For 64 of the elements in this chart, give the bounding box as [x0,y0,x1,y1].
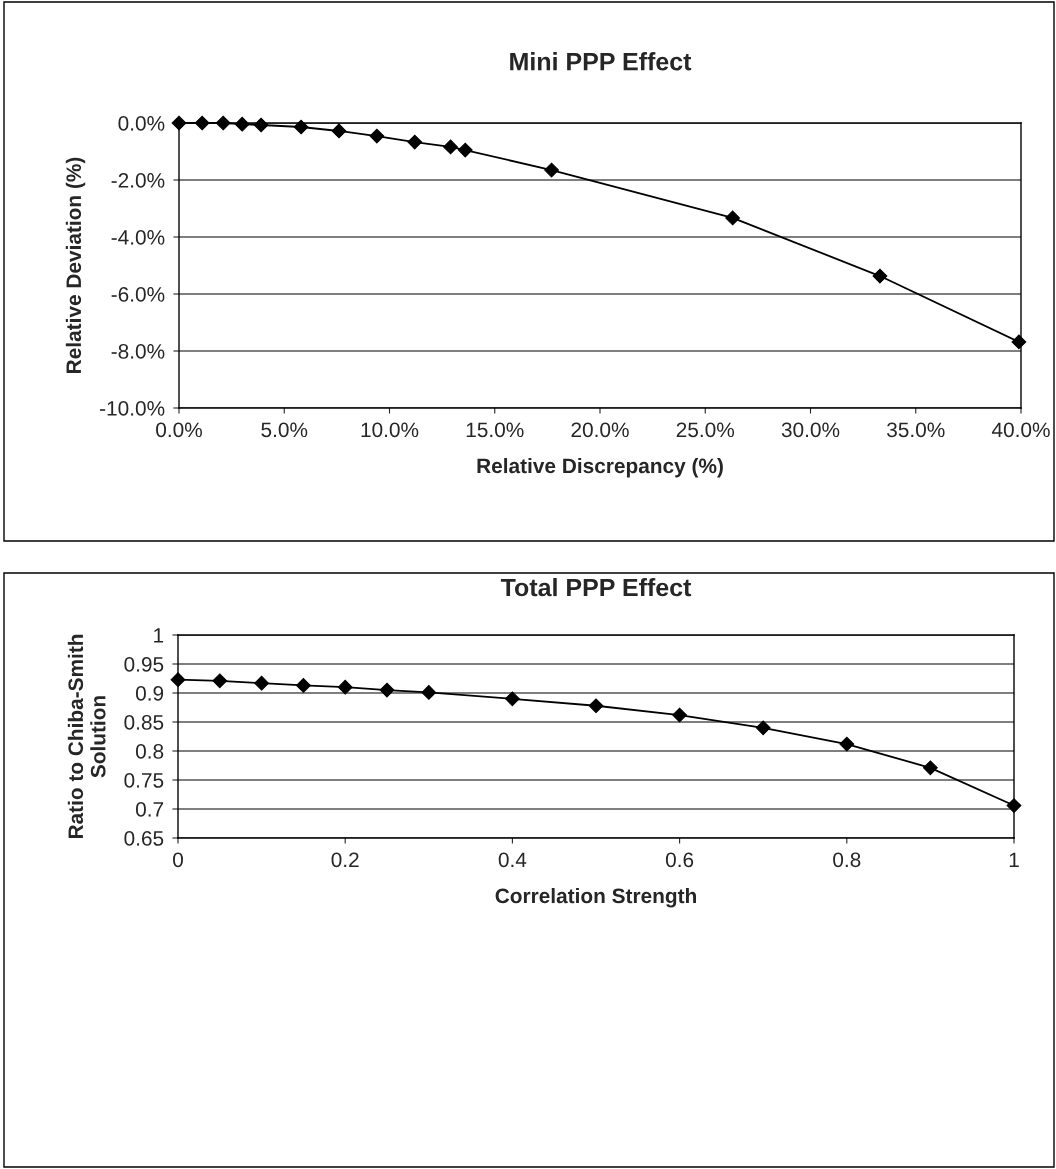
y-tick-label: 0.85 [124,715,164,730]
point [234,116,250,132]
x-tick-label: 35.0% [887,422,945,438]
point [588,698,604,714]
point [215,115,231,131]
point [505,691,520,707]
point [369,128,385,144]
point [672,707,687,723]
x-tick-label: 0.4 [498,852,527,868]
x-tick-label: 10.0% [361,422,419,438]
y-tick-label: 0.8 [135,744,164,759]
point [293,119,309,135]
x-tick-label: 0.8 [833,852,861,868]
x-tick-label: 0 [173,852,183,868]
point [253,117,269,133]
x-tick-label: 0.2 [331,852,359,868]
point [254,675,269,691]
point [923,760,938,776]
y-tick-label: 0.75 [124,773,164,788]
y-tick-label: 0.0% [118,116,165,131]
point [379,682,395,698]
chart-title: Total PPP Effect [500,577,692,597]
point [296,678,311,693]
point [725,210,741,226]
x-tick-label: 15.0% [466,422,524,438]
point [194,115,210,131]
point [1011,334,1027,350]
point [872,268,888,284]
y-tick-label: -6.0% [111,287,165,302]
x-axis-title: Relative Discrepancy (%) [477,457,723,478]
point [331,123,347,139]
point [457,142,473,158]
point [544,162,559,178]
x-tick-label: 30.0% [781,422,840,438]
y-tick-label: -4.0% [111,230,165,245]
point [337,679,353,695]
y-tick-label: 0.65 [124,831,164,846]
y-tick-label: 0.7 [135,802,164,817]
x-axis-title: Correlation Strength [495,887,696,908]
y-tick-label: 1 [154,628,164,643]
y-axis-title: Relative Deviation (%) [65,157,86,373]
y-tick-label: 0.9 [135,686,164,701]
x-tick-label: 40.0% [991,422,1050,438]
x-tick-label: 0.0% [156,422,202,438]
point [443,139,458,155]
y-axis-title: Ratio to Chiba-Smith Solution [67,634,106,839]
x-tick-label: 25.0% [676,422,735,438]
y-tick-label: -2.0% [111,173,165,188]
point [1006,798,1022,813]
point [170,672,186,688]
point [171,115,187,131]
point [212,673,228,689]
y-tick-label: -10.0% [100,401,165,416]
chart-title: Mini PPP Effect [510,52,692,71]
y-tick-label: 0.95 [124,657,164,672]
x-tick-label: 0.6 [665,852,694,868]
point [755,720,771,736]
x-tick-label: 1 [1009,852,1019,867]
point [407,134,423,150]
y-tick-label: -8.0% [111,344,165,359]
point [421,685,437,700]
x-tick-label: 5.0% [261,422,308,438]
point [839,736,855,752]
x-tick-label: 20.0% [571,422,629,438]
